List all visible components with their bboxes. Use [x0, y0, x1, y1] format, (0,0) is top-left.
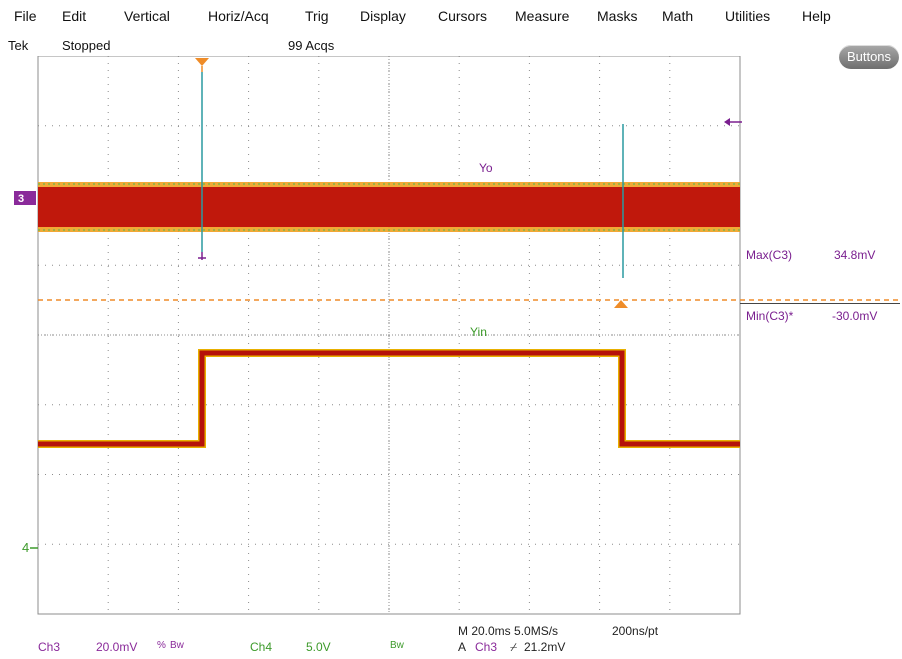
- menu-cursors[interactable]: Cursors: [438, 8, 488, 24]
- menu-help[interactable]: Help: [802, 8, 831, 24]
- graticule: [37, 56, 741, 615]
- menu-vertical[interactable]: Vertical: [124, 8, 170, 24]
- trigger-level: 21.2mV: [524, 640, 566, 654]
- trigger-slope: ⌿: [510, 640, 518, 654]
- menu-trig[interactable]: Trig: [305, 8, 329, 24]
- ch4-ground-marker[interactable]: 4: [22, 540, 29, 555]
- ch3-label[interactable]: Ch3: [38, 640, 61, 654]
- acquisition-count: 99 Acqs: [288, 38, 335, 53]
- menu-file[interactable]: File: [14, 8, 37, 24]
- resolution-readout: 200ns/pt: [612, 624, 659, 638]
- menu-horiz-acq[interactable]: Horiz/Acq: [208, 8, 269, 24]
- trigger-prefix: A: [458, 640, 467, 654]
- acquisition-state: Stopped: [62, 38, 111, 53]
- waveforms: [38, 72, 740, 448]
- yin-trace: [38, 350, 740, 447]
- menu-edit[interactable]: Edit: [62, 8, 87, 24]
- ch3-scale: 20.0mV: [96, 640, 138, 654]
- timebase-readout[interactable]: M 20.0ms 5.0MS/s: [458, 624, 559, 638]
- markers: [14, 58, 900, 549]
- status-line: Tek Stopped 99 Acqs: [0, 36, 902, 56]
- menu-display[interactable]: Display: [360, 8, 406, 24]
- waveform-display: Yo Yin 4 3: [14, 56, 900, 615]
- yo-label: Yo: [479, 161, 493, 175]
- trigger-source[interactable]: Ch3: [475, 640, 498, 654]
- measurement-max-value: 34.8mV: [834, 248, 876, 262]
- measurement-min-value: -30.0mV: [832, 309, 878, 323]
- menu-masks[interactable]: Masks: [597, 8, 638, 24]
- brand-label: Tek: [8, 38, 29, 53]
- ch3-bandwidth: Bw: [170, 640, 184, 651]
- ch4-scale: 5.0V: [306, 640, 331, 654]
- yin-label: Yin: [470, 325, 487, 339]
- menu-utilities[interactable]: Utilities: [725, 8, 771, 24]
- trigger-level-marker: [614, 300, 628, 308]
- menu-bar: File Edit Vertical Horiz/Acq Trig Displa…: [0, 0, 902, 34]
- measurement-divider: [740, 303, 900, 304]
- ch4-bandwidth: Bw: [390, 640, 404, 651]
- ch3-level-arrow-head: [724, 118, 730, 126]
- ch3-coupling: %: [157, 640, 166, 651]
- ch3-ground-box: [14, 191, 36, 205]
- trigger-position-marker: [195, 58, 209, 66]
- buttons-button[interactable]: Buttons: [839, 45, 899, 69]
- menu-math[interactable]: Math: [662, 8, 694, 24]
- ch4-label[interactable]: Ch4: [250, 640, 273, 654]
- measurement-min-name: Min(C3)*: [746, 309, 794, 323]
- measurement-max-name: Max(C3): [746, 248, 793, 262]
- menu-measure[interactable]: Measure: [515, 8, 570, 24]
- yo-trace-core: [38, 187, 740, 227]
- ch3-ground-marker[interactable]: 3: [18, 193, 24, 205]
